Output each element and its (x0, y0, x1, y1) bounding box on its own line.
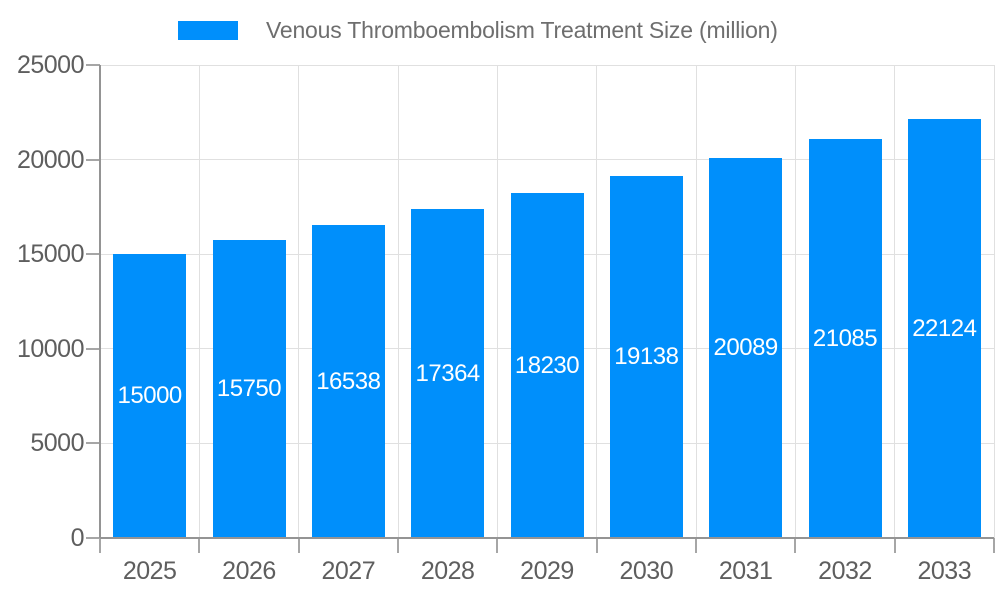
x-axis-label: 2027 (321, 557, 376, 585)
y-axis-label: 15000 (16, 240, 85, 269)
x-tick (794, 538, 797, 553)
bar-2032 (808, 139, 882, 538)
bar-2027 (311, 225, 385, 538)
h-gridline (100, 64, 994, 66)
v-gridline (397, 65, 399, 538)
x-axis-label: 2032 (818, 557, 872, 585)
y-tick (86, 537, 100, 539)
bar-value-label: 15750 (216, 375, 282, 402)
bar-value-label: 16538 (316, 367, 381, 395)
y-tick (86, 347, 100, 350)
x-tick (297, 538, 300, 553)
v-gridline (794, 65, 796, 538)
v-gridline (198, 65, 200, 538)
bar-2033 (907, 119, 981, 538)
x-tick (99, 538, 101, 553)
y-axis-label: 0 (70, 524, 85, 552)
h-gridline (100, 159, 994, 161)
bar-value-label: 17364 (415, 359, 481, 387)
legend-label: Venous Thromboembolism Treatment Size (m… (266, 17, 778, 43)
x-axis-label: 2029 (520, 557, 574, 585)
x-tick (496, 538, 499, 553)
v-gridline (894, 65, 896, 538)
x-axis-label: 2030 (619, 557, 674, 585)
legend: Venous Thromboembolism Treatment Size (m… (178, 17, 778, 44)
x-tick (397, 538, 399, 553)
bar-2029 (510, 193, 584, 538)
y-tick (86, 64, 100, 66)
bar-2028 (411, 209, 485, 538)
bar-2026 (212, 240, 286, 538)
x-tick (893, 538, 896, 553)
x-axis-label: 2026 (222, 557, 276, 585)
x-tick (695, 538, 697, 553)
v-gridline (596, 65, 598, 538)
y-axis-label: 25000 (16, 51, 85, 79)
x-tick (993, 538, 995, 553)
v-gridline (298, 65, 300, 538)
bar-value-label: 22124 (912, 314, 977, 342)
bar-value-label: 15000 (117, 382, 183, 410)
x-axis-line (100, 537, 994, 539)
y-axis-label: 5000 (30, 429, 84, 458)
x-axis-label: 2028 (420, 557, 475, 585)
y-tick (86, 158, 100, 161)
x-axis-label: 2025 (122, 557, 177, 585)
y-axis-label: 20000 (16, 145, 85, 174)
bar-value-label: 21085 (812, 324, 878, 352)
y-axis-label: 10000 (16, 334, 85, 363)
bar-value-label: 19138 (614, 342, 679, 370)
bar-value-label: 20089 (713, 333, 779, 361)
x-tick (198, 538, 201, 553)
bar-value-label: 18230 (514, 351, 580, 379)
x-tick (595, 538, 598, 553)
v-gridline (496, 65, 498, 538)
x-axis-label: 2033 (917, 557, 972, 585)
y-axis-line (99, 65, 101, 538)
v-gridline (695, 65, 697, 538)
bar-2031 (709, 157, 783, 538)
y-tick (86, 442, 100, 445)
bar-2025 (113, 254, 187, 538)
legend-marker-swatch (178, 21, 238, 40)
x-axis-label: 2031 (718, 557, 773, 585)
bar-2030 (609, 175, 683, 538)
v-gridline (993, 65, 995, 538)
y-tick (86, 253, 100, 256)
